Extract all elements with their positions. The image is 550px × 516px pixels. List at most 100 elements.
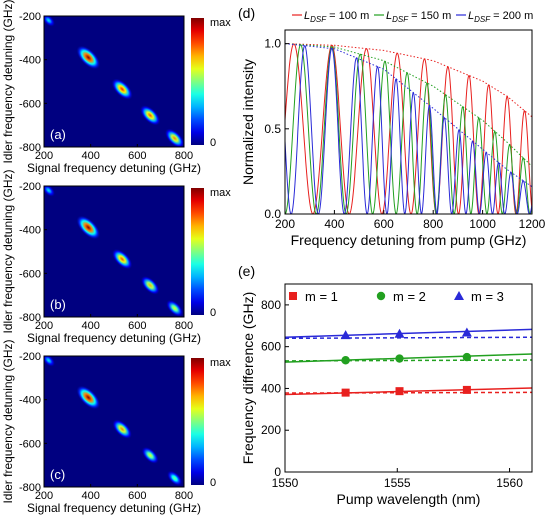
colorbar <box>191 188 204 315</box>
colorbar <box>191 358 204 485</box>
x-tick-label: 200 <box>35 320 53 332</box>
data-point-1 <box>341 356 350 365</box>
y-axis-label: Idler frequency detuning (GHz) <box>1 0 15 164</box>
x-tick-label: 400 <box>324 217 344 231</box>
legend-label: LDSF = 200 m <box>468 10 533 24</box>
y-tick-label: 400 <box>261 381 281 395</box>
colorbar-min-label: 0 <box>210 307 216 319</box>
heatmap-spot <box>111 78 133 100</box>
data-point-0 <box>462 385 471 394</box>
data-point-2 <box>340 330 351 340</box>
fit-line-solid-0 <box>284 387 533 396</box>
x-axis-label: Pump wavelength (nm) <box>337 491 481 507</box>
y-tick-label: 0.0 <box>264 207 281 221</box>
fit-line-solid-2 <box>284 328 533 339</box>
legend-marker <box>289 292 297 300</box>
series-line-0 <box>285 43 532 214</box>
legend-label-sub: DSF <box>310 15 327 24</box>
data-point-0 <box>341 388 350 397</box>
y-axis-label: Frequency difference (GHz) <box>240 292 256 464</box>
y-axis-label: Normalized intensity <box>240 59 256 185</box>
heatmap-spot <box>44 186 56 197</box>
x-tick-label: 600 <box>128 490 146 502</box>
y-tick-label: 0.5 <box>264 122 281 136</box>
panel-label: (b) <box>50 297 66 312</box>
x-axis-label: Signal frequency detuning (GHz) <box>27 331 201 345</box>
plot-frame <box>43 15 185 148</box>
x-tick-label: 1200 <box>519 217 546 231</box>
colorbar <box>191 18 204 145</box>
data-point-1 <box>462 352 472 362</box>
series-envelope-1 <box>285 43 532 167</box>
series-group <box>285 43 532 214</box>
x-tick-label: 800 <box>423 217 443 231</box>
series-line-2 <box>285 44 532 214</box>
legend-label: m = 2 <box>393 289 426 304</box>
heatmap-panel-1: 200 400 600 800 -200 -400 -600 -800 Signal frequ… <box>1 169 231 345</box>
legend-label-value: = 150 m <box>408 10 451 22</box>
x-tick-label: 200 <box>35 490 53 502</box>
plot-frame <box>284 283 533 473</box>
heatmap-spot <box>44 16 56 27</box>
x-tick-label: 400 <box>81 150 99 162</box>
x-tick-label: 200 <box>35 150 53 162</box>
data-point-2 <box>461 327 472 337</box>
x-tick-label: 1000 <box>469 217 496 231</box>
plot-frame <box>284 29 533 215</box>
data-point-0 <box>395 387 404 396</box>
colorbar-max-label: max <box>210 17 231 29</box>
heatmap-spot <box>44 356 56 367</box>
legend-label-value: = 100 m <box>326 10 369 22</box>
y-tick-label: -800 <box>19 142 41 154</box>
x-tick-label: 1555 <box>384 476 411 490</box>
legend-label-base: L <box>468 10 474 22</box>
heatmap-spot <box>141 446 159 464</box>
y-tick-label: 800 <box>261 298 281 312</box>
x-axis-label: Frequency detuning from pump (GHz) <box>291 232 527 248</box>
x-tick-label: 1550 <box>272 476 299 490</box>
data-point-2 <box>394 328 405 338</box>
heatmap-spot <box>112 419 132 439</box>
colorbar-max-label: max <box>210 357 231 369</box>
legend-label-value: = 200 m <box>490 10 533 22</box>
legend-label: m = 1 <box>305 289 338 304</box>
y-tick-label: -600 <box>19 268 41 280</box>
heatmap-spot <box>139 105 161 126</box>
heatmap-spot <box>166 299 184 317</box>
heatmap-spot <box>76 385 101 410</box>
legend-label: LDSF = 100 m <box>304 10 369 24</box>
x-tick-label: 800 <box>175 490 193 502</box>
heatmap-spot <box>140 275 160 295</box>
fit-line-solid-1 <box>284 353 533 363</box>
y-tick-label: 1.0 <box>264 37 281 51</box>
heatmap-spot <box>76 215 101 240</box>
x-tick-label: 600 <box>128 150 146 162</box>
heatmap-panel-2: 200 400 600 800 -200 -400 -600 -800 Signal frequ… <box>1 339 231 515</box>
legend-label-sub: DSF <box>474 15 491 24</box>
x-tick-label: 600 <box>128 320 146 332</box>
series-line-1 <box>285 44 532 214</box>
legend-label-base: L <box>304 10 310 22</box>
plot-frame <box>43 355 185 488</box>
x-tick-label: 600 <box>374 217 394 231</box>
y-tick-label: 600 <box>261 340 281 354</box>
legend-label: m = 3 <box>471 289 504 304</box>
x-tick-label: 400 <box>81 490 99 502</box>
spot-group <box>44 16 184 147</box>
y-tick-label: -800 <box>19 312 41 324</box>
plot-frame <box>43 185 185 318</box>
line-panel: 200 400 600 800 1000 1200 0.0 0.5 1.0 Frequency d… <box>238 5 546 248</box>
y-tick-label: -200 <box>19 181 41 193</box>
data-point-1 <box>395 354 404 363</box>
spot-group <box>44 186 184 317</box>
x-axis-label: Signal frequency detuning (GHz) <box>27 161 201 175</box>
heatmap-spot <box>76 45 101 70</box>
panel-label: (d) <box>238 5 255 21</box>
y-tick-label: -400 <box>19 395 41 407</box>
y-tick-label: -600 <box>19 438 41 450</box>
x-tick-label: 1560 <box>496 476 523 490</box>
legend-marker <box>376 291 386 301</box>
colorbar-min-label: 0 <box>210 137 216 149</box>
heatmap-spot <box>111 248 133 270</box>
